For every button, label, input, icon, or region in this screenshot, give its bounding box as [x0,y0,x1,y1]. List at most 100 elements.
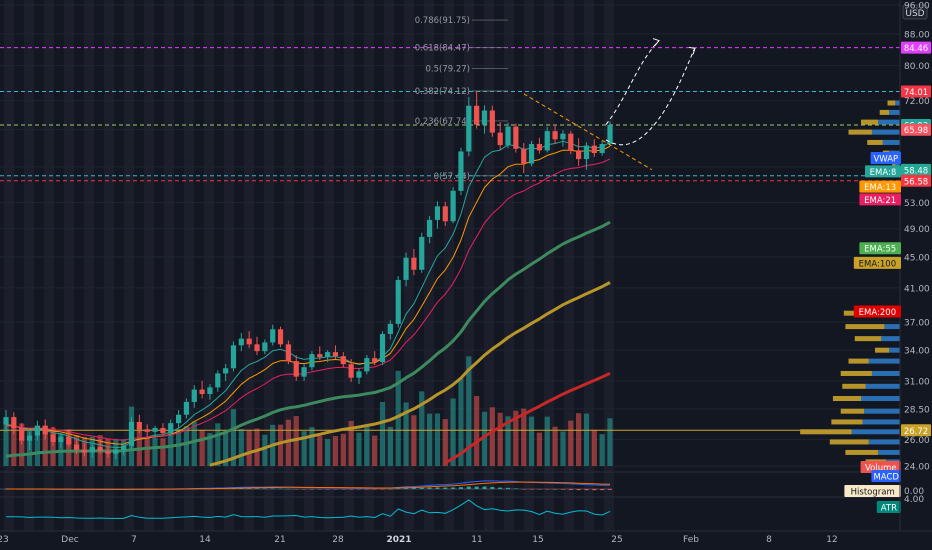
volume-bar [364,426,370,466]
price-tick-label: 24.00 [904,463,930,473]
volume-bar [576,413,582,466]
candle-body [144,429,150,432]
price-tag-bg [901,41,931,54]
atr-line [6,499,611,519]
macd-histogram-bar [388,488,393,490]
session-stripe [424,0,434,531]
volume-bar [403,402,409,466]
pane-tag-bg [871,470,901,482]
volume-bar [293,416,299,466]
candle-body [191,389,197,402]
candle-body [552,131,558,140]
volume-bar [301,431,307,466]
candle-body [411,257,417,270]
atr-scale-label: 4.00 [904,495,924,505]
volume-bar [136,428,142,466]
fib-label: 0.5(79.27) [426,65,470,75]
price-tag: 26.72 [904,427,928,437]
volume-bar [285,419,291,466]
price-tag: 58.48 [904,166,928,176]
volume-bar [489,407,495,466]
pane-tag: MACD [873,473,899,483]
volume-bar [144,438,150,466]
price-tick-label: 31.00 [904,377,930,387]
session-stripe [384,0,394,531]
volume-bar [474,395,480,466]
volume-bar [160,438,166,466]
session-stripe [284,0,294,531]
volume-profile-buy [862,419,900,425]
candle-body [81,449,88,453]
candle-body [270,329,276,343]
candle-body [128,421,135,446]
volume-bar [560,431,566,466]
price-axis[interactable]: USD 96.0088.0080.0072.0066.0059.0053.004… [853,2,931,506]
macd-histogram-bar [404,488,409,489]
candle-body [591,145,597,154]
volume-bar [599,434,605,466]
price-tag-bg [901,163,931,176]
candle-body [42,425,48,435]
indicator-tag: EMA:200 [859,308,896,318]
session-stripe [464,0,474,531]
candle-body [105,451,111,454]
volume-bar [348,420,354,466]
candle-body [160,428,166,434]
macd-histogram-bar [498,487,503,489]
volume-bar [230,409,237,466]
fib-label: 0.236(67.74) [415,117,470,127]
volume-bar [246,430,252,466]
session-stripe [144,0,154,531]
volume-bar [277,424,284,466]
volume-profile-sell [875,347,890,353]
volume-bar [552,426,558,466]
price-tick-label: 88.00 [904,30,930,40]
volume-bar [591,429,597,466]
session-stripe [344,0,354,531]
price-tick-label: 41.00 [904,284,930,294]
indicator-tag: EMA:8 [870,168,897,178]
macd-histogram-bar [317,489,322,490]
currency-badge[interactable] [902,4,928,20]
time-tick-label: 2021 [386,535,411,545]
horizontal-levels [0,47,900,431]
candle-body [521,148,527,164]
volume-bar [528,416,535,466]
volume-profile-buy [895,161,900,167]
macd-histogram-bar [309,489,314,490]
time-tick-label: 25 [611,535,622,545]
indicator-tag: EMA:13 [864,183,896,193]
macd-zero-label: 0.00 [904,487,924,497]
macd-histogram-bar [545,489,550,490]
indicator-tag-bg [870,151,901,164]
time-tick-label: 15 [532,535,543,545]
macd-histogram-bar [568,489,573,490]
macd-histogram-bar [513,488,518,489]
candle-body [207,387,213,395]
macd-histogram-bar [529,489,534,490]
candle-body [576,150,582,160]
session-stripe [104,0,114,531]
pane-tag: Histogram [851,488,895,498]
volume-bar [325,438,331,466]
candle-body [403,257,409,280]
candle-body [73,444,80,450]
candle-body [168,423,174,434]
session-stripe [24,0,34,531]
session-stripe [444,0,454,531]
macd-histogram-bar [435,487,440,489]
projection-drawings[interactable] [523,38,696,171]
session-stripe [164,0,174,531]
macd-histogram-bar [380,489,385,490]
macd-histogram-bar [278,488,283,490]
candle-body [419,236,425,270]
volume-bar [152,438,158,466]
candle-body [262,342,268,352]
candle-body [152,428,158,432]
volume-profile-buy [889,347,900,353]
session-stripe [584,0,594,531]
time-axis[interactable]: 23 Dec 7 14 21 28 2021 11 15 25 Feb 8 12 [0,535,838,545]
price-tick-label: 45.00 [904,253,930,263]
price-candles [3,91,613,460]
